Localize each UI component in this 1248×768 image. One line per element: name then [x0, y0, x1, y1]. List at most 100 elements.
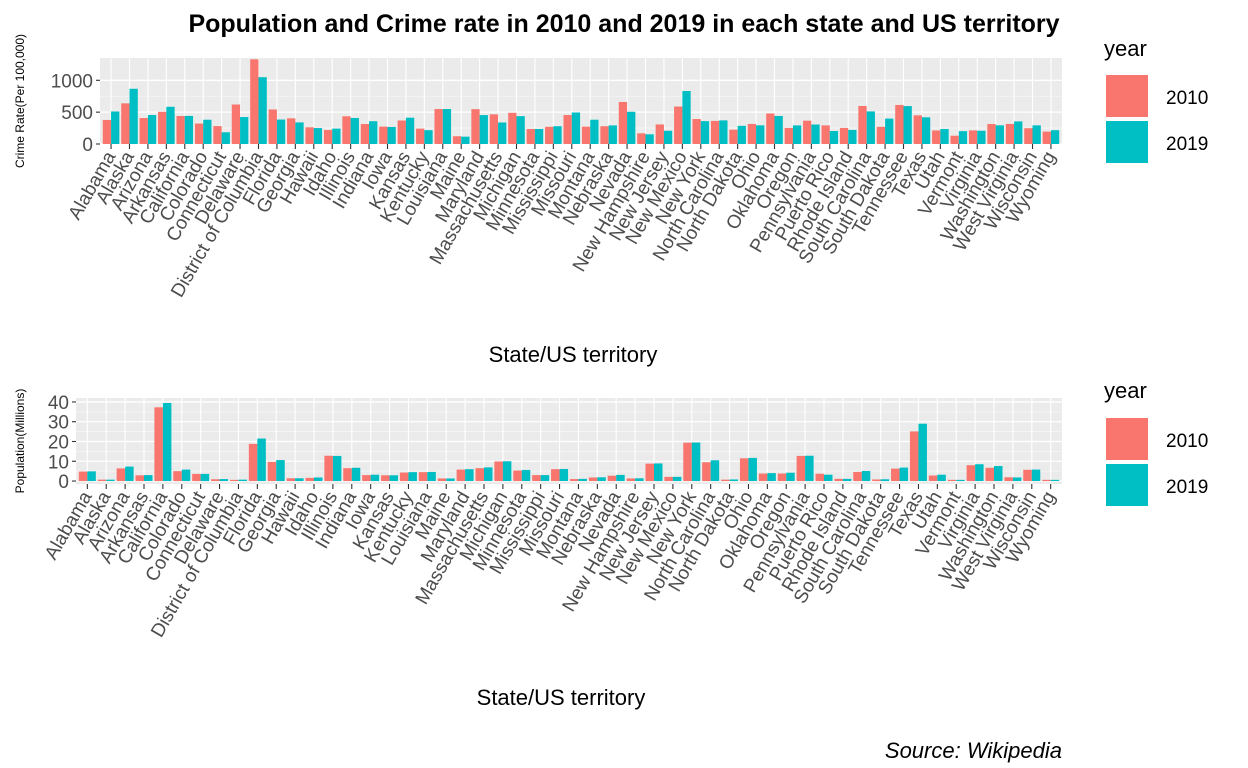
bar-2019-kansas	[405, 117, 415, 144]
bar-2019-idaho	[314, 477, 323, 482]
bar-2010-florida	[268, 109, 277, 144]
bar-2019-hawaii	[295, 478, 304, 482]
bar-2019-arkansas	[166, 106, 175, 144]
population-panel: 010203040AlabamaAlaskaArizonaArkansasCal…	[13, 389, 1062, 710]
bar-2019-new-jersey	[654, 463, 663, 482]
y-axis-title: Crime Rate(Per 100,000)	[13, 34, 27, 168]
bar-2019-north-dakota	[737, 125, 746, 144]
bar-2019-alaska	[106, 479, 115, 482]
bar-2010-delaware	[211, 479, 220, 482]
bar-2019-new-mexico	[672, 476, 682, 482]
bar-2010-nevada	[618, 101, 628, 144]
y-tick-label: 20	[48, 432, 69, 453]
bar-2019-connecticut	[200, 473, 210, 482]
bar-2019-connecticut	[221, 132, 230, 144]
x-axis-title: State/US territory	[489, 342, 658, 367]
bar-2010-alabama	[102, 119, 112, 144]
bar-2010-arkansas	[158, 111, 167, 144]
bar-2019-wyoming	[1050, 130, 1060, 144]
bar-2010-colorado	[173, 471, 182, 482]
y-tick-label: 0	[58, 472, 69, 493]
bar-2010-utah	[932, 130, 941, 144]
bar-2019-south-carolina	[861, 470, 871, 482]
bar-2019-new-jersey	[663, 130, 673, 144]
bar-2019-kentucky	[408, 472, 417, 482]
bar-2010-wyoming	[1042, 131, 1051, 144]
chart-title: Population and Crime rate in 2010 and 20…	[188, 10, 1059, 38]
bar-2010-district-of-columbia	[229, 479, 239, 482]
bar-2010-ohio	[747, 123, 757, 144]
bar-2019-new-york	[691, 442, 701, 482]
bar-2010-hawaii	[286, 478, 296, 482]
bar-2019-ohio	[756, 125, 765, 144]
bar-2019-new-hampshire	[645, 134, 654, 144]
bar-2019-michigan	[502, 461, 512, 482]
bar-2019-north-dakota	[729, 479, 739, 482]
bar-2019-new-mexico	[682, 91, 691, 144]
bar-2010-washington	[985, 467, 994, 482]
bar-2010-oklahoma	[766, 113, 775, 144]
bar-2010-michigan	[494, 461, 503, 482]
bar-2010-kansas	[381, 475, 390, 482]
bar-2010-maryland	[471, 109, 480, 144]
x-axis-title: State/US territory	[477, 685, 646, 710]
bar-2010-virginia	[966, 465, 976, 482]
bar-2010-south-carolina	[858, 105, 867, 144]
bar-2010-missouri	[563, 115, 572, 144]
bar-2010-texas	[909, 431, 919, 482]
bar-2019-kansas	[389, 475, 399, 482]
bar-2010-west-virginia	[1004, 477, 1013, 482]
bar-2019-texas	[918, 423, 927, 482]
bar-2010-maine	[437, 478, 447, 482]
bar-2010-alaska	[121, 103, 130, 144]
bar-2019-michigan	[516, 116, 525, 144]
bar-2010-illinois	[342, 116, 351, 144]
bar-2010-georgia	[267, 461, 277, 482]
bar-2010-michigan	[508, 112, 517, 144]
bar-2010-south-carolina	[853, 471, 862, 482]
bar-2019-oklahoma	[774, 115, 783, 144]
bar-2010-new-jersey	[645, 463, 654, 482]
bar-2010-puerto-rico	[821, 125, 830, 144]
bar-2010-indiana	[360, 124, 370, 144]
source-caption: Source: Wikipedia	[885, 738, 1062, 763]
bar-2019-nebraska	[597, 477, 606, 482]
bar-2019-illinois	[332, 455, 342, 482]
bar-2010-massachusetts	[489, 114, 499, 144]
bar-2019-mississippi	[540, 475, 550, 482]
legend-label-2019: 2019	[1166, 134, 1208, 155]
bar-2010-wisconsin	[1024, 128, 1033, 144]
bar-2010-north-dakota	[729, 129, 738, 144]
bar-2010-new-york	[692, 119, 701, 144]
bar-2010-new-jersey	[655, 124, 664, 144]
bar-2010-colorado	[194, 123, 204, 144]
bar-2019-illinois	[350, 118, 359, 144]
bar-2010-mississippi	[532, 475, 541, 482]
bar-2010-illinois	[324, 455, 333, 482]
bar-2010-louisiana	[418, 472, 428, 482]
bar-2019-missouri	[571, 112, 581, 144]
bar-2019-south-dakota	[885, 118, 894, 144]
crime-rate-legend: year 2010 2019	[1104, 36, 1208, 163]
bar-2010-wisconsin	[1023, 469, 1032, 482]
y-tick-label: 500	[61, 103, 93, 124]
bar-2010-california	[154, 407, 163, 482]
bar-2010-vermont	[947, 479, 957, 482]
bar-2010-nebraska	[600, 126, 609, 144]
legend-title: year	[1104, 378, 1147, 403]
bar-2019-kentucky	[424, 130, 433, 144]
bar-2010-louisiana	[434, 109, 443, 144]
bar-2019-pennsylvania	[805, 455, 814, 482]
bar-2019-arizona	[125, 466, 134, 482]
bar-2010-california	[176, 115, 185, 144]
bar-2019-colorado	[181, 469, 191, 482]
bar-2019-california	[184, 115, 194, 144]
bar-2019-alabama	[111, 111, 120, 144]
bar-2010-kansas	[397, 120, 406, 144]
bar-2010-virginia	[968, 130, 978, 144]
bar-2019-district-of-columbia	[238, 479, 247, 482]
bar-2019-massachusetts	[484, 467, 493, 482]
legend-swatch-2010	[1106, 75, 1148, 117]
bar-2019-california	[162, 402, 172, 482]
bar-2010-hawaii	[305, 127, 314, 144]
